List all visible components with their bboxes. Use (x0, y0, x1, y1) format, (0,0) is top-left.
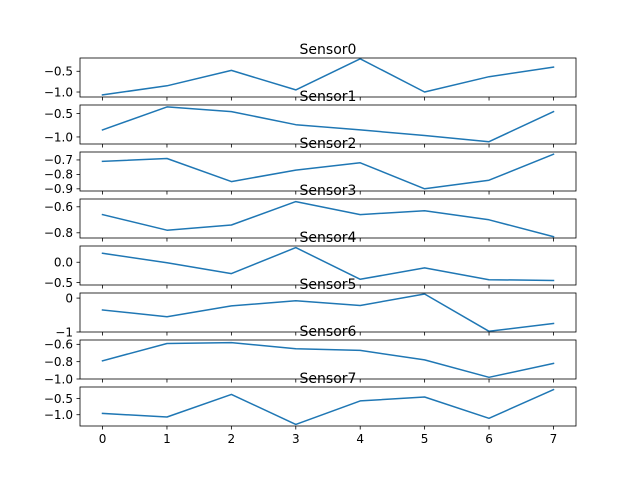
y-tick-label: −0.8 (44, 168, 73, 182)
axes-frame (79, 57, 577, 98)
y-tick-label: −1.0 (44, 408, 73, 422)
series-line (101, 293, 555, 333)
subplot-5: Sensor5 0 −1 (55, 277, 577, 339)
subplot-7: Sensor7 −0.5 −1.0 0 1 2 3 4 5 6 7 (44, 371, 577, 446)
x-tick-label: 2 (228, 432, 236, 446)
y-tick-label: −0.5 (44, 392, 73, 406)
y-tick-label: −1.0 (44, 85, 73, 99)
y-tick-label: −0.9 (44, 182, 73, 196)
subplot-title: Sensor4 (300, 230, 357, 246)
subplot-title: Sensor1 (300, 89, 357, 105)
axes-frame (79, 386, 577, 427)
y-tick-label: −0.5 (44, 65, 73, 79)
series-line (101, 106, 555, 143)
series-line (101, 388, 555, 426)
subplot-6: Sensor6 −0.6 −0.8 −1.0 (44, 324, 577, 386)
y-tick-label: −1.0 (44, 372, 73, 386)
axes-frame (79, 104, 577, 145)
axes-frame (79, 198, 577, 239)
y-tick-label: 0.0 (54, 256, 73, 270)
axes-frame (79, 245, 577, 286)
series-line (101, 153, 555, 190)
subplot-3: Sensor3 −0.6 −0.8 (44, 183, 577, 242)
subplot-title: Sensor0 (300, 42, 357, 58)
subplot-4: Sensor4 0.0 −0.5 (44, 230, 577, 290)
axes-frame (79, 151, 577, 192)
series-line (101, 200, 555, 238)
y-tick-label: −0.7 (44, 153, 73, 167)
y-tick-label: −1.0 (44, 130, 73, 144)
x-tick-label: 3 (292, 432, 300, 446)
x-tick-label: 6 (485, 432, 493, 446)
subplot-title: Sensor5 (300, 277, 357, 293)
y-tick-label: −0.8 (44, 355, 73, 369)
subplot-title: Sensor3 (300, 183, 357, 199)
subplot-title: Sensor7 (300, 371, 357, 387)
series-line (101, 58, 555, 96)
y-tick-label: −0.5 (44, 107, 73, 121)
y-tick-label: −1 (55, 325, 73, 339)
axes-frame (79, 292, 577, 333)
subplot-2: Sensor2 −0.7−0.8−0.9 (44, 136, 577, 196)
axes-frame (79, 339, 577, 380)
series-line (101, 341, 555, 379)
subplot-0: Sensor0 −0.5 −1.0 (44, 42, 577, 101)
x-tick-label: 1 (163, 432, 171, 446)
x-tick-label: 0 (99, 432, 107, 446)
x-tick-label: 5 (421, 432, 429, 446)
y-tick-label: −0.5 (44, 276, 73, 290)
subplot-title: Sensor2 (300, 136, 357, 152)
y-tick-label: −0.6 (44, 200, 73, 214)
y-tick-label: 0 (65, 291, 73, 305)
series-line (101, 246, 555, 282)
subplot-stack: Sensor0 −0.5 −1.0 Sensor1 −0.5 −1.0 Sensor2 −0.… (44, 42, 577, 446)
y-tick-label: −0.8 (44, 226, 73, 240)
subplot-1: Sensor1 −0.5 −1.0 (44, 89, 577, 148)
x-tick-label: 4 (356, 432, 364, 446)
x-tick-label: 7 (550, 432, 558, 446)
subplot-title: Sensor6 (300, 324, 357, 340)
y-tick-label: −0.6 (44, 338, 73, 352)
